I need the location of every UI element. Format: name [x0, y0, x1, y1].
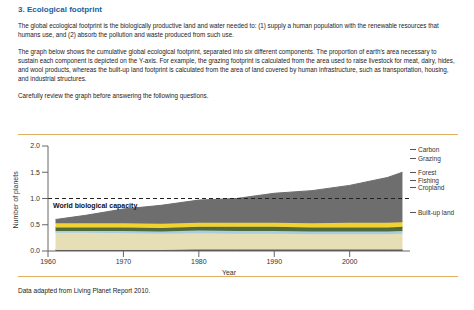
svg-text:2000: 2000	[342, 258, 358, 265]
svg-text:0.0: 0.0	[30, 247, 40, 254]
html-text:Forest: Forest	[418, 169, 437, 177]
html-text:The global ecological footprin: The global ecological footprint is the b…	[18, 22, 439, 38]
html-text:Cropland: Cropland	[418, 184, 445, 191]
svg-text:World biological capacity: World biological capacity	[53, 202, 137, 210]
svg-text:Number of planets: Number of planets	[12, 171, 20, 229]
svg-text:2.0: 2.0	[30, 142, 40, 149]
html-text:Data adapted from Living Plane: Data adapted from Living Planet Report 2…	[18, 287, 151, 294]
html-text:Carbon: Carbon	[418, 146, 440, 154]
html-text:The graph below shows the cumu: The graph below shows the cumulative glo…	[18, 48, 455, 82]
svg-text:0.5: 0.5	[30, 221, 40, 228]
html-text:Built-up land: Built-up land	[418, 209, 455, 217]
html-text:Grazing: Grazing	[418, 154, 441, 162]
svg-text:1.5: 1.5	[30, 169, 40, 176]
svg-text:1990: 1990	[266, 258, 282, 265]
svg-text:Year: Year	[222, 269, 237, 275]
svg-text:1960: 1960	[40, 258, 56, 265]
svg-text:1.0: 1.0	[30, 195, 40, 202]
html-text:3. Ecological footprint: 3. Ecological footprint	[18, 5, 102, 14]
html-text:Fishing: Fishing	[418, 176, 439, 184]
svg-text:1970: 1970	[116, 258, 132, 265]
svg-text:1980: 1980	[191, 258, 207, 265]
html-text:Carefully review the graph bef: Carefully review the graph before answer…	[18, 92, 209, 99]
